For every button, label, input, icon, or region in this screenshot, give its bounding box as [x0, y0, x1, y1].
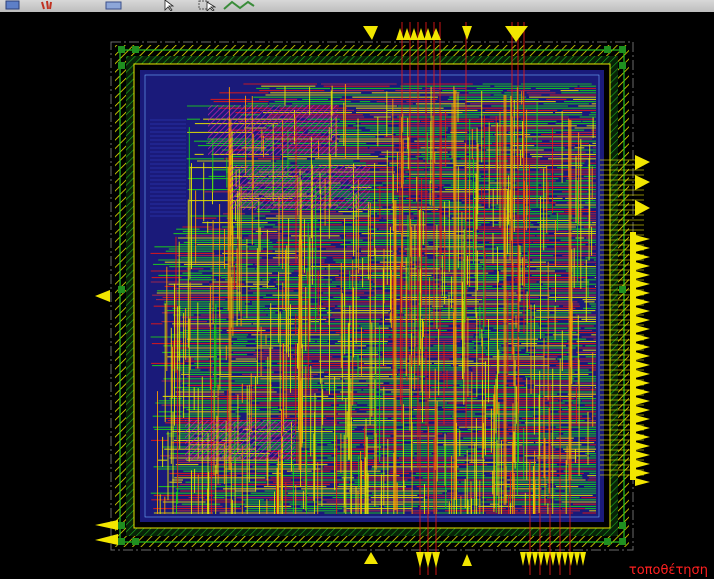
- highlighted-regions: [185, 105, 370, 460]
- io-pin: [532, 552, 538, 566]
- io-pin: [635, 316, 650, 324]
- io-pin: [635, 361, 650, 369]
- io-pin: [520, 552, 526, 566]
- io-pin: [95, 520, 118, 530]
- pointer-tool-icon[interactable]: [162, 0, 176, 11]
- io-pin: [635, 253, 650, 261]
- io-pin: [550, 552, 556, 566]
- io-pin: [462, 554, 472, 566]
- io-pin: [363, 26, 378, 40]
- layout-canvas[interactable]: τοποθέτηση: [0, 12, 714, 579]
- io-pin: [635, 469, 650, 477]
- view-caption: τοποθέτηση: [629, 563, 708, 578]
- io-pin: [462, 26, 472, 40]
- io-pin: [635, 262, 650, 270]
- io-pin: [635, 343, 650, 351]
- io-pin: [568, 552, 574, 566]
- rectangle-select-icon[interactable]: [104, 0, 124, 11]
- route-tool-icon[interactable]: [222, 0, 256, 11]
- io-pins: [95, 26, 650, 568]
- io-pin: [635, 442, 650, 450]
- io-pin: [396, 28, 404, 40]
- io-pin: [635, 271, 650, 279]
- io-pin: [635, 334, 650, 342]
- hand-tool-icon[interactable]: [38, 0, 56, 11]
- io-pin: [635, 370, 650, 378]
- routing-layers: [150, 22, 644, 575]
- io-pin: [526, 552, 532, 566]
- io-pin: [635, 460, 650, 468]
- io-pin: [562, 552, 568, 566]
- io-pin: [635, 325, 650, 333]
- io-pin: [417, 28, 425, 40]
- io-pin-bus: [630, 232, 636, 480]
- io-pin: [424, 28, 432, 40]
- io-pin: [544, 552, 550, 566]
- io-pin: [410, 28, 418, 40]
- io-pin: [635, 424, 650, 432]
- io-pin: [635, 415, 650, 423]
- io-pin: [635, 451, 650, 459]
- io-pin: [635, 244, 650, 252]
- io-pin: [538, 552, 544, 566]
- io-pin: [635, 235, 650, 243]
- io-pin: [635, 478, 650, 486]
- io-pin: [635, 289, 650, 297]
- select-zoom-icon[interactable]: [198, 0, 216, 11]
- power-ring-vias: [118, 46, 626, 545]
- io-pin: [95, 290, 110, 302]
- io-pin: [95, 534, 118, 545]
- io-pin: [635, 155, 650, 170]
- io-pin: [431, 28, 441, 40]
- io-pin: [635, 406, 650, 414]
- io-pin: [556, 552, 562, 566]
- io-pin: [635, 175, 650, 190]
- io-pin: [580, 552, 586, 566]
- io-pin: [403, 28, 411, 40]
- io-pin: [416, 552, 424, 568]
- io-pin: [432, 552, 440, 568]
- io-pin: [424, 552, 432, 568]
- io-pin: [635, 307, 650, 315]
- io-pin: [635, 397, 650, 405]
- io-pin: [635, 379, 650, 387]
- io-pin: [505, 26, 528, 42]
- io-pin: [635, 200, 650, 216]
- io-pin: [635, 298, 650, 306]
- io-pin: [635, 280, 650, 288]
- io-pin: [574, 552, 580, 566]
- io-pin: [635, 388, 650, 396]
- io-pin: [635, 433, 650, 441]
- io-pin: [635, 352, 650, 360]
- window-icon[interactable]: [4, 0, 22, 11]
- io-pin: [364, 552, 378, 564]
